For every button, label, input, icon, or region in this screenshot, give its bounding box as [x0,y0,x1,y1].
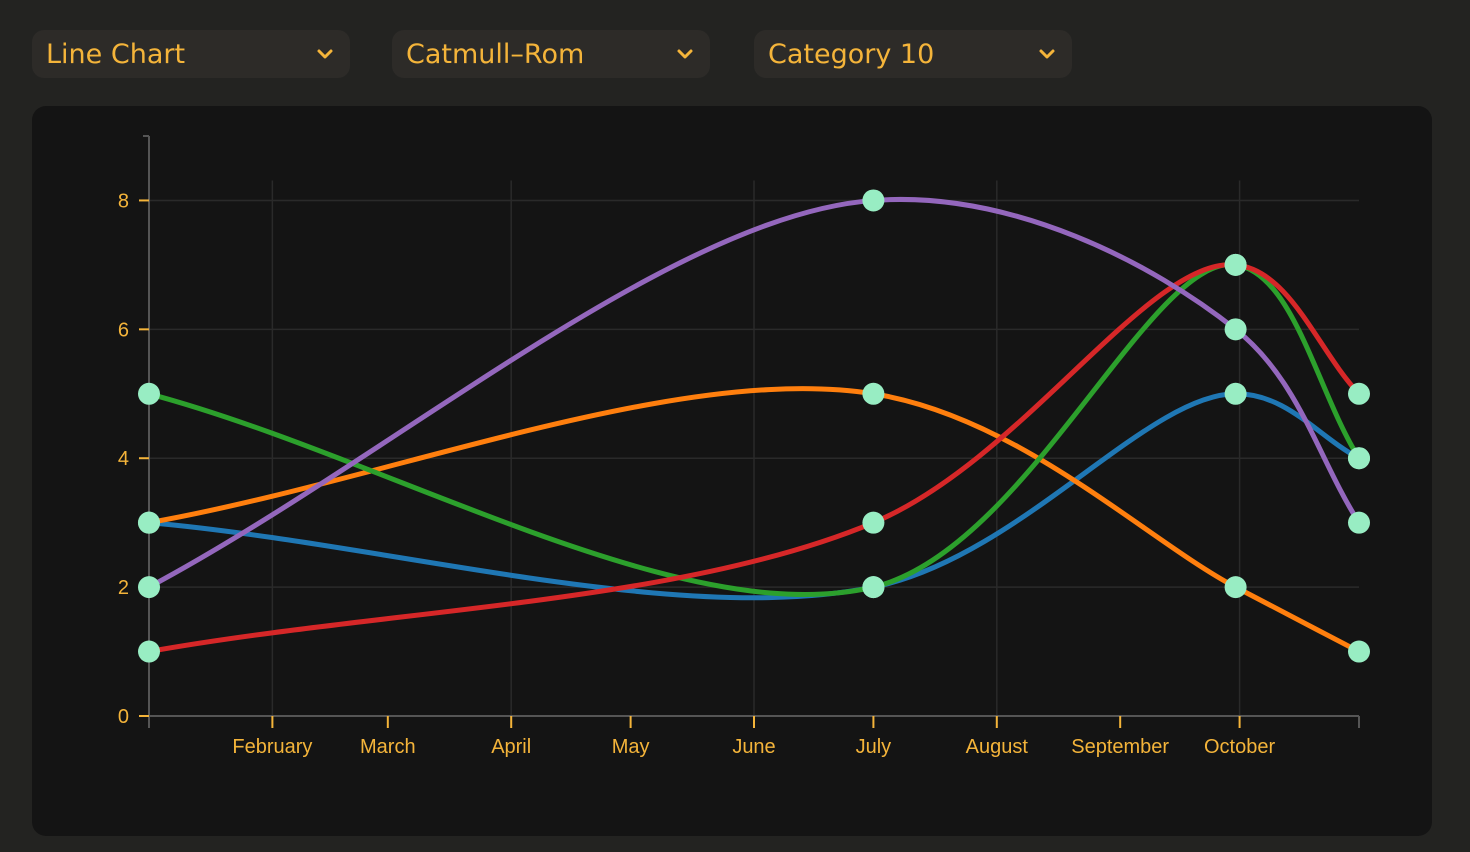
x-tick-label: March [360,736,416,758]
chart-type-select[interactable]: Line Chart [32,30,350,78]
series-line-3 [146,262,1362,597]
data-point [1224,318,1247,341]
curve-select[interactable]: Catmull–Rom [392,30,710,78]
data-point [1348,447,1370,470]
series-line-4 [146,262,1362,655]
data-point [138,576,160,599]
data-point [138,382,160,405]
series-line-1 [146,391,1362,601]
x-tick-label: September [1071,736,1169,758]
curve-value: Catmull–Rom [406,38,585,70]
y-tick-label: 6 [118,319,129,341]
series-line-5 [146,197,1362,590]
line-chart: 0 2 4 6 8 February March April May June July August… [118,135,1370,758]
y-tick-label: 8 [118,190,129,212]
x-tick-label: August [966,736,1029,758]
color-scheme-select[interactable]: Category 10 [754,30,1072,78]
data-point [1224,576,1247,599]
chart-panel: 0 2 4 6 8 February March April May June July August… [32,106,1432,836]
data-point [862,189,885,212]
data-point [1348,640,1370,663]
color-scheme-value: Category 10 [768,38,935,70]
data-point [138,640,160,663]
x-tick-label: June [732,736,775,758]
x-tick-label: February [232,736,312,758]
x-tick-label: April [491,736,531,758]
chart-type-value: Line Chart [46,38,186,70]
data-point [1224,382,1247,405]
x-tick-label: October [1204,736,1275,758]
y-tick-label: 4 [118,448,129,470]
data-point [862,511,885,534]
data-point [862,576,885,599]
y-tick-label: 2 [118,577,129,599]
x-tick-label: July [856,736,892,758]
y-tick-label: 0 [118,706,129,728]
series-line-2 [146,386,1362,655]
data-point [862,382,885,405]
chevron-down-icon [677,49,693,59]
x-tick-label: May [612,736,650,758]
data-point [1348,382,1370,405]
data-point [1348,511,1370,534]
chevron-down-icon [317,49,333,59]
data-point [138,511,160,534]
chevron-down-icon [1039,49,1055,59]
data-point [1224,253,1247,276]
